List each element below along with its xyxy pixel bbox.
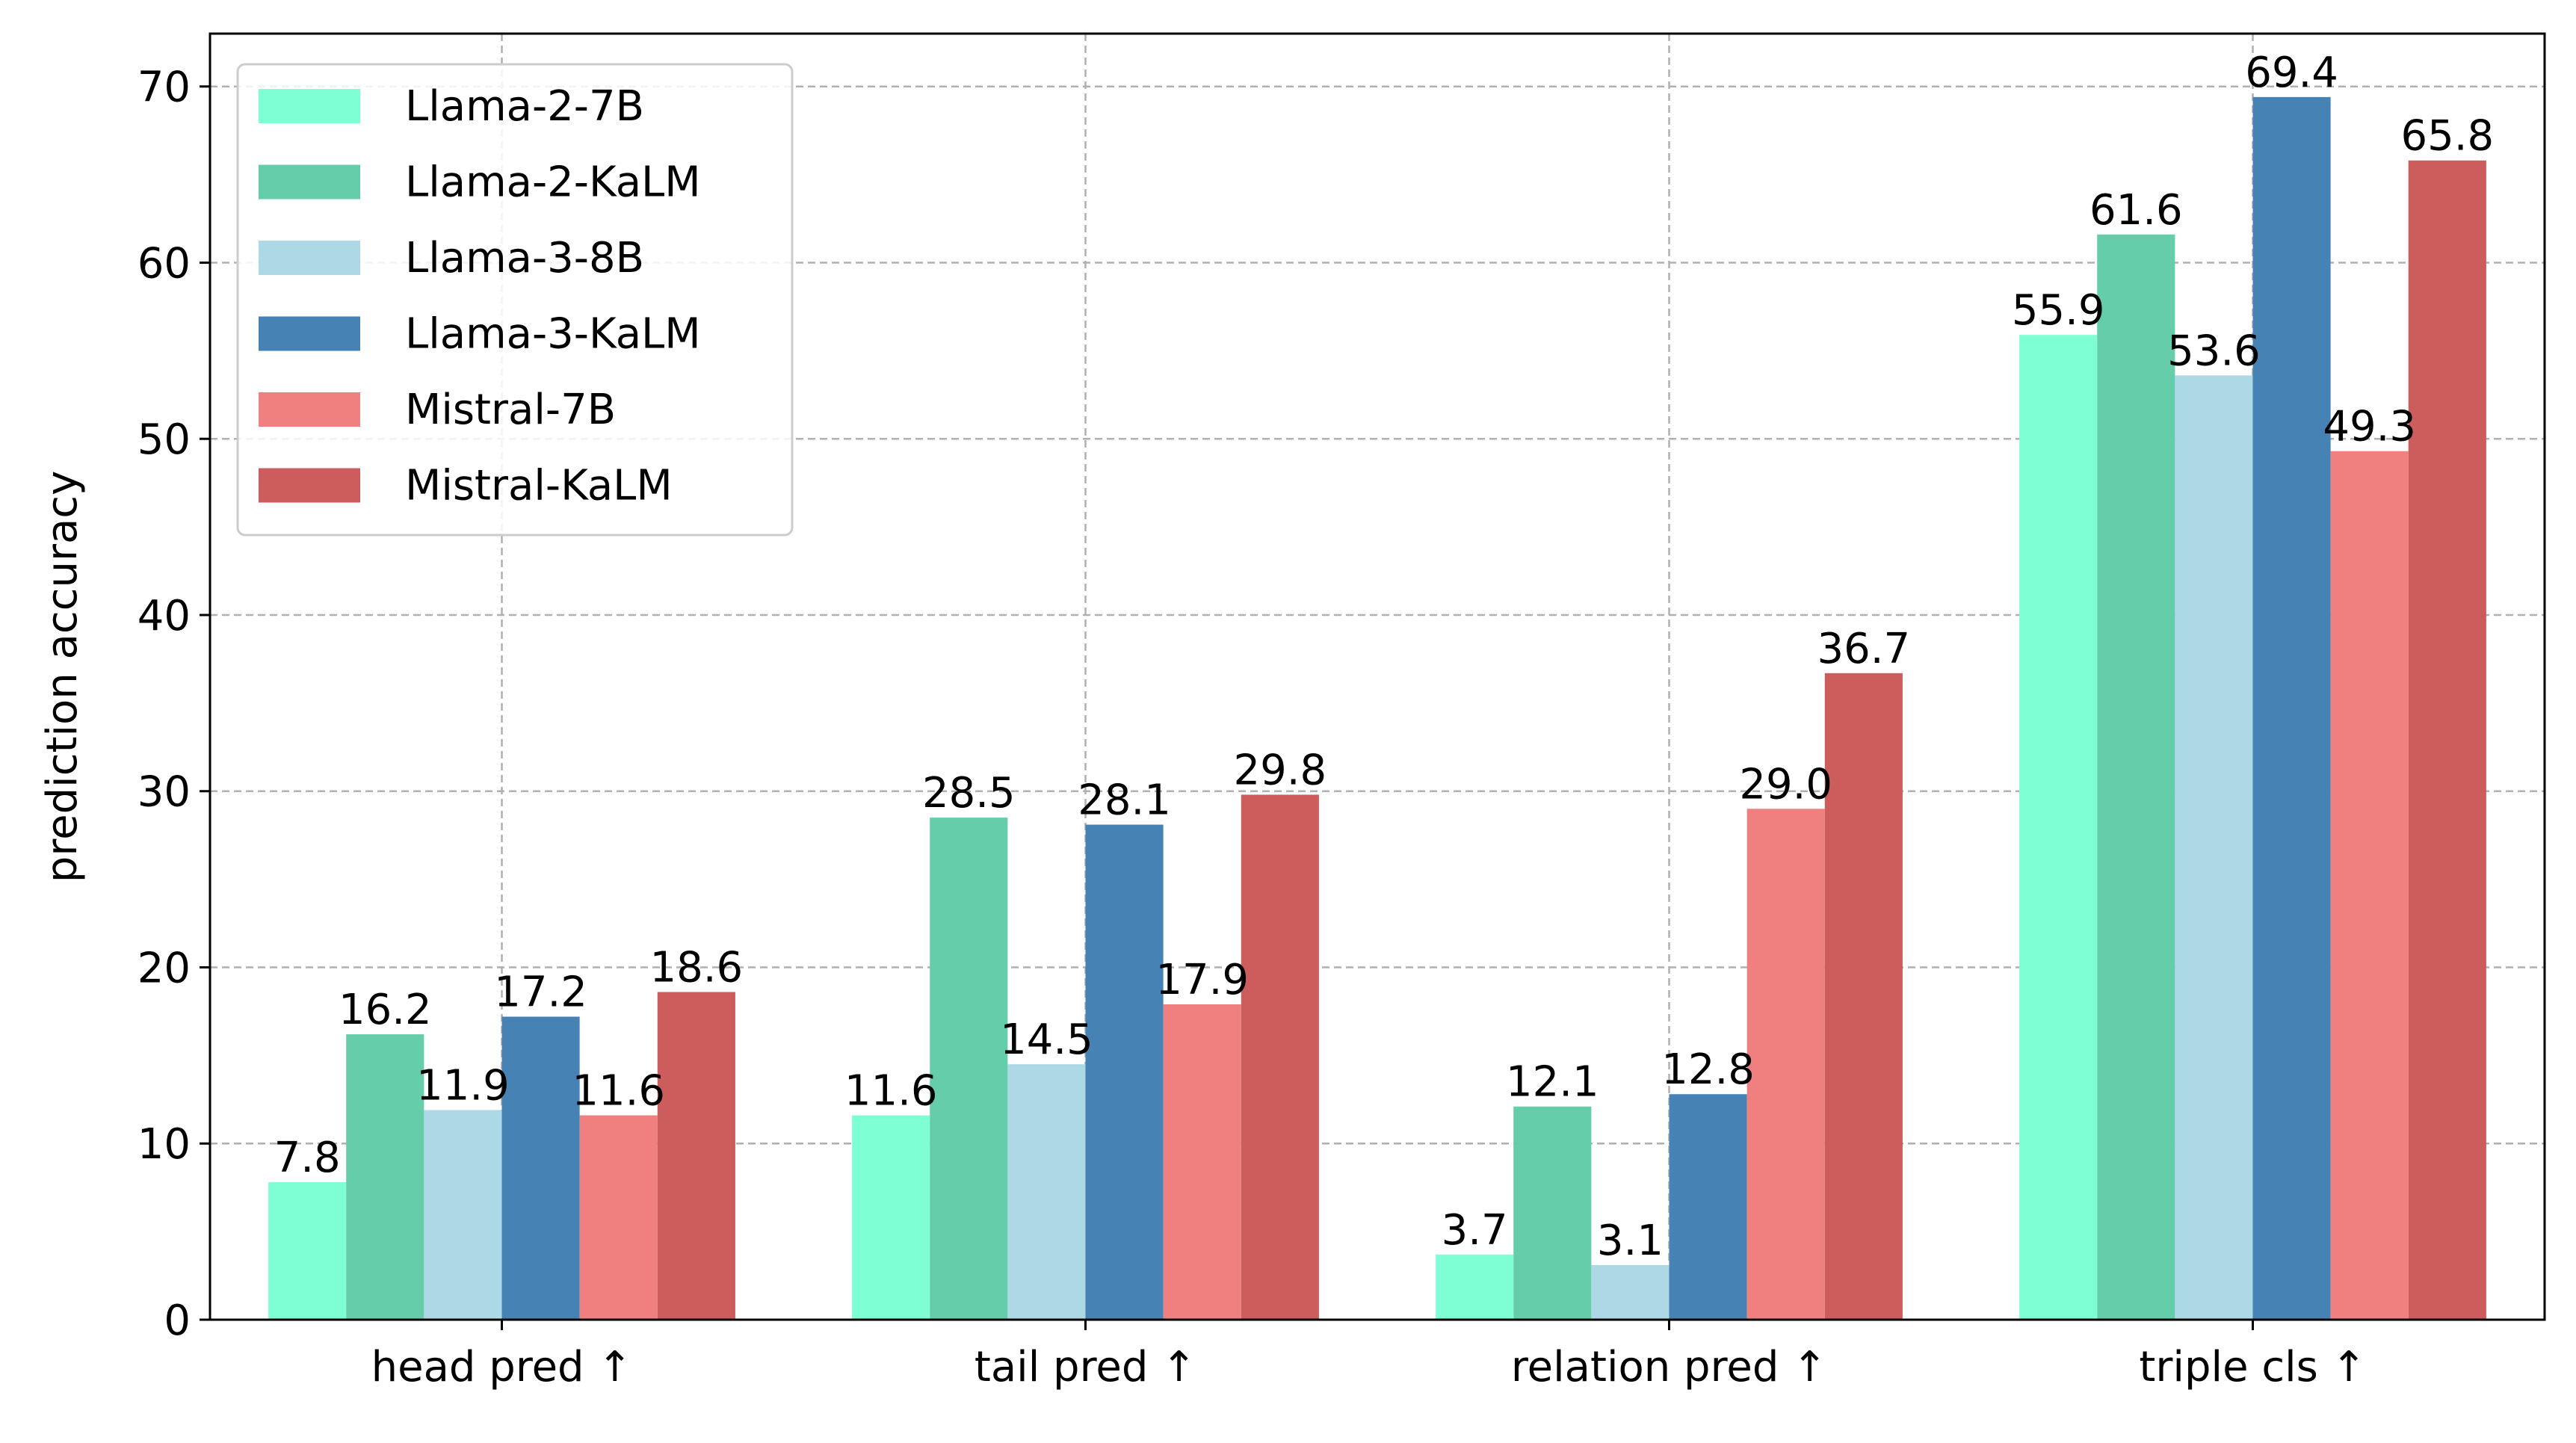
legend-label: Llama-2-KaLM <box>405 158 701 207</box>
bar <box>2408 160 2486 1320</box>
bar-value-label: 61.6 <box>2089 186 2183 235</box>
bar <box>852 1115 930 1320</box>
bar <box>2097 234 2175 1320</box>
bar <box>2330 451 2409 1320</box>
bar-value-label: 14.5 <box>1000 1016 1093 1064</box>
y-axis-ticks: 0 10 20 30 40 50 60 70 <box>138 64 210 1345</box>
bar <box>268 1182 347 1320</box>
x-axis-ticks: head pred ↑ tail pred ↑ relation pred ↑ tri… <box>371 1320 2367 1391</box>
bar <box>346 1034 424 1320</box>
bar <box>1591 1264 1670 1320</box>
y-tick-label: 60 <box>138 239 191 288</box>
bar-value-label: 11.9 <box>416 1061 510 1110</box>
x-tick-label: tail pred ↑ <box>975 1343 1196 1391</box>
y-tick-label: 10 <box>138 1120 191 1169</box>
bar <box>424 1110 502 1320</box>
bar <box>1241 794 1319 1320</box>
bar <box>2019 335 2098 1320</box>
bar <box>579 1115 658 1320</box>
bar-value-label: 12.8 <box>1661 1045 1755 1094</box>
bar-value-label: 36.7 <box>1817 625 1910 673</box>
bar-value-label: 65.8 <box>2400 112 2494 161</box>
bar <box>930 818 1008 1320</box>
legend-box <box>236 63 794 537</box>
legend-label: Mistral-KaLM <box>405 462 673 510</box>
y-axis-label: prediction accuracy <box>38 471 87 883</box>
plot-frame <box>209 32 2546 1321</box>
bar-value-label: 29.0 <box>1739 760 1832 809</box>
bar-value-label: 17.9 <box>1155 956 1249 1004</box>
bar-value-label: 3.1 <box>1597 1217 1664 1265</box>
bar-value-label: 53.6 <box>2167 327 2261 375</box>
bar-value-label: 18.6 <box>649 943 743 992</box>
bar-value-label: 17.2 <box>494 968 587 1017</box>
bar-value-label: 11.6 <box>844 1067 938 1116</box>
legend-label: Llama-3-KaLM <box>405 310 701 359</box>
bar-value-label: 28.5 <box>922 769 1016 818</box>
bar <box>1669 1094 1747 1320</box>
x-tick-label: relation pred ↑ <box>1511 1343 1827 1391</box>
legend-swatch <box>259 468 360 503</box>
legend-label: Llama-3-8B <box>405 234 644 282</box>
bar-value-label: 16.2 <box>339 986 432 1034</box>
legend-label: Llama-2-7B <box>405 82 644 131</box>
x-tick-label: head pred ↑ <box>371 1343 633 1391</box>
legend-swatch <box>259 164 360 200</box>
legend-swatch <box>259 241 360 275</box>
x-tick-label: triple cls ↑ <box>2139 1343 2366 1391</box>
bar-value-label: 11.6 <box>572 1067 665 1116</box>
bar <box>1824 673 1903 1320</box>
bar <box>657 992 735 1320</box>
bar <box>1746 809 1825 1320</box>
bar <box>2175 375 2253 1320</box>
bar <box>2252 96 2331 1320</box>
bar <box>1513 1106 1592 1320</box>
y-tick-label: 70 <box>138 64 191 112</box>
bar-value-label: 12.1 <box>1506 1058 1599 1107</box>
legend: Llama-2-7B Llama-2-KaLM Llama-3-8B Llama-3-… <box>236 63 794 537</box>
y-tick-label: 50 <box>138 415 191 464</box>
y-tick-label: 40 <box>138 592 191 640</box>
bar-value-label: 3.7 <box>1442 1206 1508 1255</box>
legend-swatch <box>259 316 360 351</box>
bar-value-label: 55.9 <box>2012 286 2105 335</box>
legend-swatch <box>259 392 360 427</box>
bar <box>501 1016 580 1320</box>
legend-label: Mistral-7B <box>405 386 616 434</box>
bar-value-label: 69.4 <box>2245 49 2338 97</box>
bar <box>1436 1254 1514 1320</box>
bars <box>268 96 2486 1320</box>
bar-value-label: 7.8 <box>274 1134 341 1182</box>
bar-value-labels: 7.8 11.6 3.7 55.9 16.2 28.5 12.1 61.6 11.9 14.5 3.… <box>274 49 2495 1265</box>
y-tick-label: 20 <box>138 944 191 992</box>
bar <box>1163 1004 1241 1320</box>
bar-value-label: 28.1 <box>1078 776 1171 825</box>
bar <box>1007 1064 1086 1320</box>
legend-swatch <box>259 89 360 123</box>
y-tick-label: 0 <box>164 1297 191 1345</box>
bar-value-label: 49.3 <box>2323 403 2416 451</box>
y-tick-label: 30 <box>138 768 191 817</box>
bar-value-label: 29.8 <box>1233 746 1326 794</box>
bar <box>1085 824 1164 1320</box>
